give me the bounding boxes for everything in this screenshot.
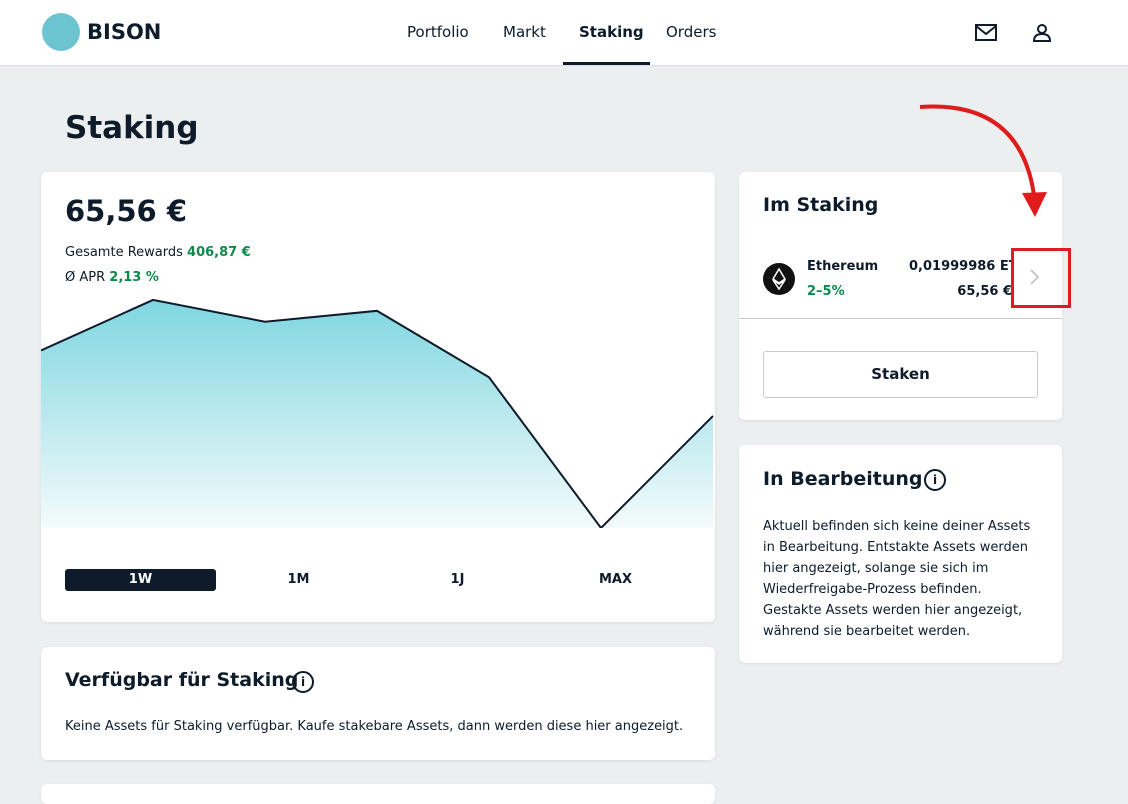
nav-item[interactable]: Staking (579, 23, 644, 41)
line: Aktuell befinden sich keine deiner Asset… (763, 519, 1031, 534)
chevron[interactable] (1028, 268, 1040, 286)
nav-item[interactable]: Portfolio (407, 23, 469, 41)
staken-button[interactable]: Staken (763, 351, 1038, 398)
total: 65,56 € (65, 194, 188, 228)
nav-underline (563, 62, 650, 65)
overview-card: 65,56 € Gesamte Rewards 406,87 € Ø APR 2… (41, 172, 715, 622)
line: hier angezeigt, solange sie sich im (763, 561, 989, 576)
description: Aktuell befinden sich keine deiner Asset… (763, 516, 1030, 642)
line: in Bearbeitung. Entstakte Assets werden (763, 540, 1028, 555)
user-icon[interactable] (1032, 23, 1052, 43)
label: Gesamte Rewards (65, 245, 183, 260)
label: Ø APR (65, 270, 106, 285)
rewards: Gesamte Rewards 406,87 € (65, 245, 251, 260)
mail-icon[interactable] (975, 24, 997, 42)
range-button[interactable]: MAX (598, 572, 633, 587)
card-title: Im Staking (763, 194, 879, 216)
value: 406,87 € (187, 245, 251, 260)
nav-item[interactable]: Markt (503, 23, 546, 41)
asset-value: 65,56 € (957, 284, 1012, 299)
range-button[interactable]: 1W (65, 569, 216, 591)
divider (739, 318, 1062, 319)
verfuegbar-card: Verfügbar für Staking i Keine Assets für… (41, 647, 715, 760)
asset-amount: 0,01999986 ETH (909, 259, 1012, 274)
brand[interactable]: BISON (87, 20, 162, 44)
card-title: Verfügbar für Staking (65, 669, 299, 691)
line: Gestakte Assets werden hier angezeigt, (763, 603, 1023, 618)
chart (41, 298, 714, 528)
line: Wiederfreigabe-Prozess befinden. (763, 582, 982, 597)
page-title: Staking (65, 110, 199, 146)
value: 2,13 % (109, 270, 159, 285)
apr: Ø APR 2,13 % (65, 270, 159, 285)
line: während sie bearbeitet werden. (763, 624, 971, 639)
area-fill (41, 299, 713, 528)
im-staking-card: Im Staking Ethereum 2–5% 0,01999986 ETH … (739, 172, 1062, 420)
info-icon[interactable]: i (924, 469, 946, 491)
info-icon[interactable]: i (292, 671, 314, 693)
header (0, 0, 1128, 66)
description: Keine Assets für Staking verfügbar. Kauf… (65, 719, 684, 734)
range-button[interactable]: 1M (287, 572, 310, 587)
annotation-arrow (919, 104, 1047, 217)
next-card (41, 784, 715, 804)
logo[interactable] (42, 13, 80, 51)
bearbeitung-card: In Bearbeitung i Aktuell befinden sich k… (739, 445, 1062, 663)
eth-icon (763, 263, 795, 295)
highlight-box (1011, 248, 1071, 308)
nav-item[interactable]: Orders (666, 23, 717, 41)
card-title: In Bearbeitung (763, 468, 923, 490)
line (41, 298, 714, 528)
asset-rate: 2–5% (807, 284, 845, 299)
asset-name[interactable]: Ethereum (807, 259, 879, 274)
range-button[interactable]: 1J (450, 572, 465, 587)
amount-clip: 0,01999986 ETH (879, 259, 1012, 279)
